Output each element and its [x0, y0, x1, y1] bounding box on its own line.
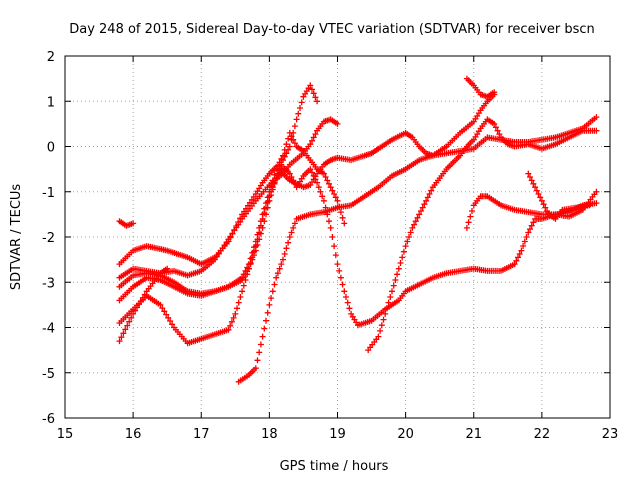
series-12: [525, 170, 593, 222]
y-tick-label: 1: [47, 95, 55, 110]
x-tick-label: 20: [397, 427, 414, 442]
series-markers: [235, 114, 600, 385]
x-tick-label: 17: [193, 427, 210, 442]
series-markers: [365, 116, 600, 354]
x-axis-label: GPS time / hours: [280, 459, 389, 474]
series-markers: [116, 116, 341, 281]
y-tick-label: -3: [42, 276, 55, 291]
series-7: [116, 265, 171, 345]
series-markers: [116, 129, 348, 304]
axis-ticks: 15 16 17 18 19 20 21 22 23 -6 -5 -4 -3 -2 -1 0 1 2: [42, 50, 618, 442]
series-6: [116, 163, 600, 347]
series-markers: [116, 218, 137, 229]
x-tick-label: 18: [261, 427, 278, 442]
y-tick-label: -2: [42, 231, 55, 246]
chart-title: Day 248 of 2015, Sidereal Day-to-day VTE…: [69, 22, 595, 37]
series-10: [463, 75, 498, 100]
y-tick-label: 2: [47, 50, 55, 65]
series-markers: [463, 188, 600, 231]
y-tick-label: -6: [42, 412, 55, 427]
x-tick-label: 19: [329, 427, 346, 442]
data-series: [116, 75, 600, 385]
series-markers: [116, 265, 171, 345]
x-tick-label: 15: [57, 427, 74, 442]
series-2: [116, 91, 498, 268]
series-11: [463, 188, 600, 231]
series-3: [116, 116, 341, 281]
y-tick-label: -4: [42, 322, 55, 337]
x-tick-label: 16: [125, 427, 142, 442]
x-tick-label: 21: [465, 427, 482, 442]
y-tick-label: -5: [42, 367, 55, 382]
grid: [65, 56, 610, 418]
x-tick-label: 22: [534, 427, 551, 442]
x-tick-label: 23: [602, 427, 619, 442]
y-tick-label: -1: [42, 186, 55, 201]
series-markers: [463, 75, 498, 100]
y-axis-label: SDTVAR / TECUs: [9, 184, 24, 291]
series-9: [365, 116, 600, 354]
series-1: [116, 218, 137, 229]
y-tick-label: 0: [47, 141, 55, 156]
series-markers: [116, 91, 498, 268]
series-8: [235, 114, 600, 385]
series-markers: [525, 170, 593, 222]
series-markers: [116, 163, 600, 347]
series-5: [116, 129, 348, 304]
